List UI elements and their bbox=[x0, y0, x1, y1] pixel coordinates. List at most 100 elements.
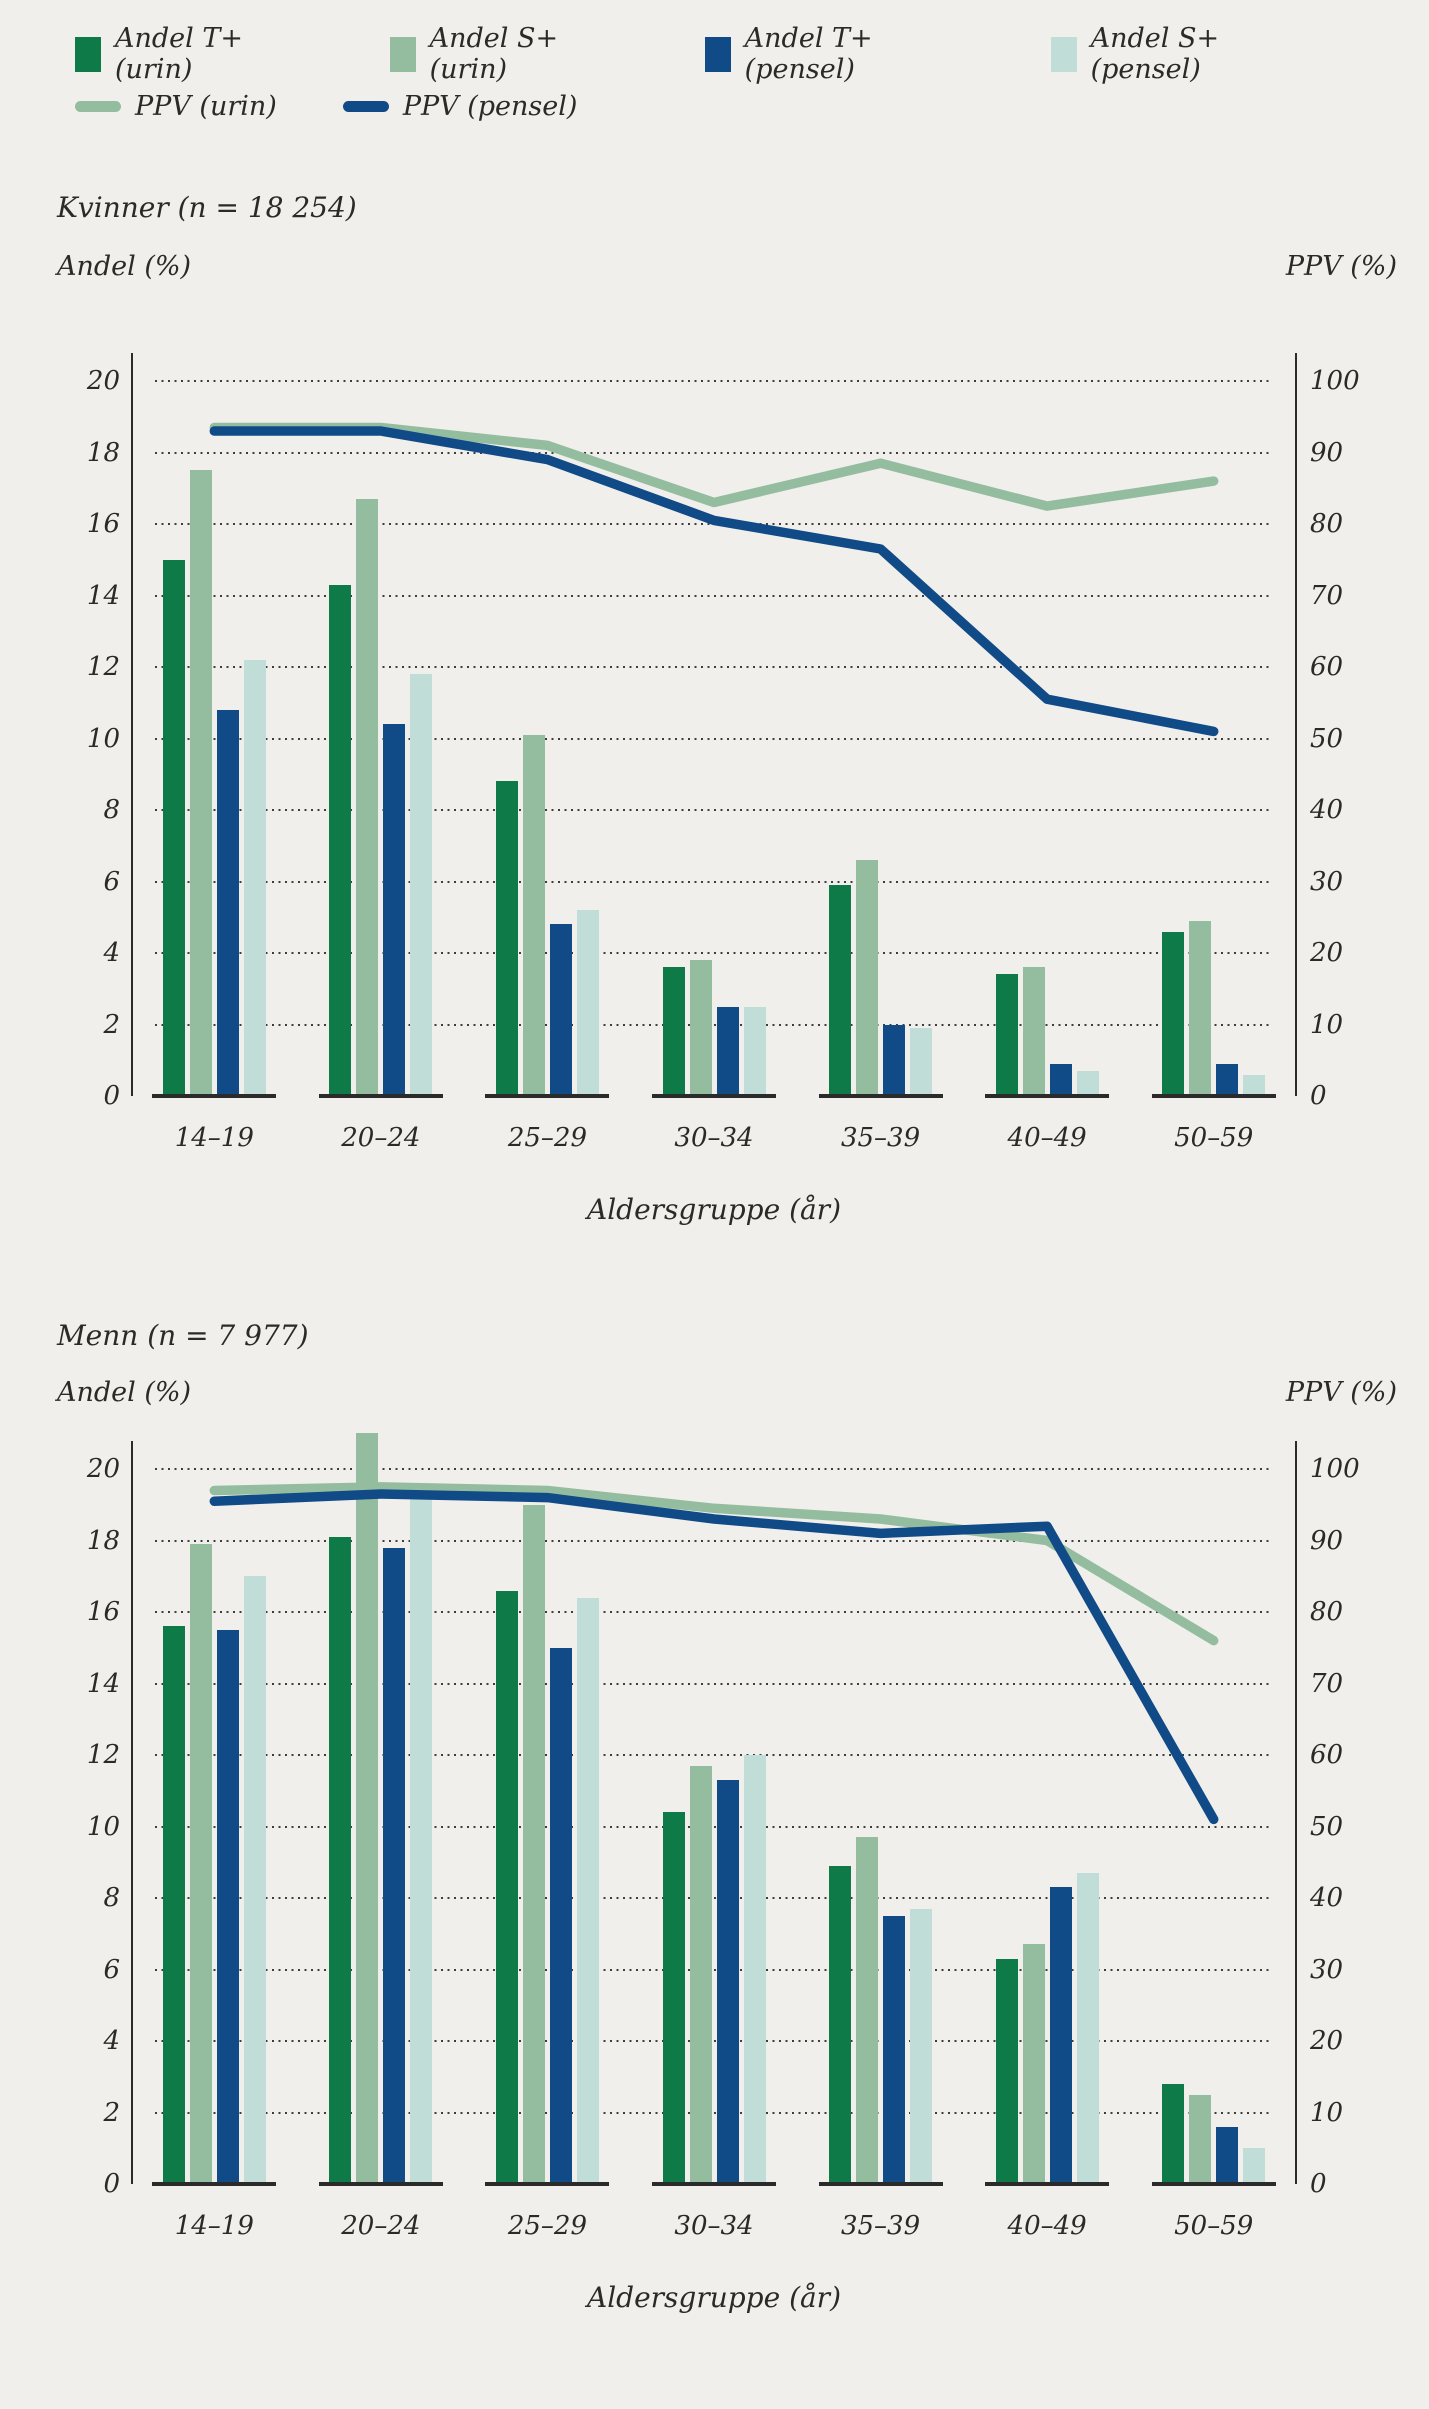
left-tick-label: 12 bbox=[86, 1740, 120, 1770]
baseline-segment bbox=[318, 2182, 443, 2186]
bar bbox=[549, 1647, 572, 2184]
x-axis: 14–19 20–24 25–29 30–34 35–39 40–49 50–59 Alde… bbox=[57, 2184, 1397, 2316]
gridline bbox=[155, 2040, 1269, 2042]
bar-group bbox=[1130, 1441, 1297, 2186]
left-tick-label: 14 bbox=[86, 580, 120, 611]
left-tick-label: 10 bbox=[86, 1811, 120, 1842]
bar bbox=[410, 674, 433, 1096]
bar bbox=[162, 559, 185, 1096]
x-tick-label: 30–34 bbox=[674, 2211, 754, 2241]
bar bbox=[716, 1780, 739, 2184]
bar bbox=[1216, 2126, 1239, 2184]
baseline-segment bbox=[818, 1094, 943, 1098]
zero-tick-label: 0 bbox=[1310, 2169, 1327, 2199]
right-tick-label: 80 bbox=[1310, 1597, 1344, 1627]
x-axis-title: Aldersgruppe (år) bbox=[586, 2281, 841, 2314]
x-tick-label: 50–59 bbox=[1174, 2211, 1254, 2241]
bar bbox=[356, 1433, 379, 2184]
baseline-segment bbox=[985, 1094, 1110, 1098]
bar bbox=[1049, 1063, 1072, 1096]
green-square-icon bbox=[75, 36, 101, 72]
gridline bbox=[155, 737, 1269, 740]
left-axis-line bbox=[131, 353, 133, 1096]
baseline-segment bbox=[818, 2182, 943, 2186]
bar bbox=[1243, 2148, 1266, 2184]
bar bbox=[689, 960, 712, 1096]
bar bbox=[576, 1597, 599, 2184]
gridline bbox=[155, 1468, 1269, 1470]
bar-group bbox=[298, 353, 465, 1098]
legend-item-ppv-pensel: PPV (pensel) bbox=[342, 91, 577, 122]
zero-tick-label: 0 bbox=[103, 1081, 120, 1111]
bar bbox=[495, 781, 518, 1096]
left-tick-label: 20 bbox=[86, 366, 120, 396]
left-tick-label: 16 bbox=[86, 509, 120, 539]
bar bbox=[1162, 931, 1185, 1096]
left-axis-title: Andel (%) bbox=[57, 1377, 192, 1408]
bar-groups bbox=[131, 353, 1297, 1098]
right-tick-label: 100 bbox=[1310, 366, 1360, 396]
plot-area bbox=[131, 353, 1297, 1098]
left-tick-label: 20 bbox=[86, 1454, 120, 1484]
x-tick-label: 25–29 bbox=[507, 2211, 587, 2241]
bar bbox=[883, 1915, 906, 2184]
green-line-icon bbox=[75, 100, 121, 112]
legend: Andel T+ (urin) Andel S+ (urin) Andel T+… bbox=[57, 0, 1397, 122]
left-tick-label: 14 bbox=[86, 1668, 120, 1699]
bar bbox=[743, 1006, 766, 1096]
baseline-segment bbox=[652, 2182, 777, 2186]
x-tick-label: 35–39 bbox=[840, 2211, 921, 2241]
plot-area bbox=[131, 1433, 1297, 2186]
bar bbox=[329, 584, 352, 1096]
left-tick-label: 4 bbox=[103, 2026, 120, 2056]
bar bbox=[1243, 1074, 1266, 1096]
bar bbox=[549, 924, 572, 1096]
bar bbox=[743, 1755, 766, 2184]
bar-group bbox=[964, 1441, 1131, 2186]
bar-group bbox=[964, 353, 1131, 1098]
bar bbox=[662, 1812, 685, 2184]
gridline bbox=[155, 1825, 1269, 1828]
bar bbox=[829, 1865, 852, 2184]
bar bbox=[1076, 1872, 1099, 2184]
bar bbox=[189, 470, 212, 1096]
x-tick-label: 14–19 bbox=[174, 2211, 254, 2241]
right-tick-labels: 100 90 80 70 60 50 40 30 20 10 0 bbox=[1297, 353, 1397, 1109]
bar-group bbox=[797, 353, 964, 1098]
legend-label: Andel T+ (pensel) bbox=[744, 23, 873, 85]
x-tick-label: 35–39 bbox=[840, 1123, 921, 1153]
bar bbox=[243, 659, 266, 1096]
x-tick-label: 14–19 bbox=[174, 1123, 254, 1153]
bar bbox=[216, 1629, 239, 2184]
right-tick-labels: 100 90 80 70 60 50 40 30 20 10 0 bbox=[1297, 1441, 1397, 2197]
gridline bbox=[155, 1968, 1269, 1971]
x-axis: 14–19 20–24 25–29 30–34 35–39 40–49 50–59 Alde… bbox=[57, 1096, 1397, 1228]
right-tick-label: 10 bbox=[1310, 2097, 1344, 2128]
right-tick-label: 90 bbox=[1310, 1525, 1344, 1556]
baseline-segment bbox=[1151, 1094, 1276, 1098]
chart-title: Kvinner (n = 18 254) bbox=[57, 191, 357, 224]
right-tick-label: 90 bbox=[1310, 437, 1344, 468]
legend-label: Andel S+ (urin) bbox=[429, 23, 559, 85]
bar bbox=[689, 1765, 712, 2184]
left-tick-labels: 20 18 16 14 12 10 8 6 4 2 0 bbox=[57, 1441, 131, 2197]
legend-label: Andel T+ (urin) bbox=[115, 23, 243, 85]
left-axis-line bbox=[131, 1441, 133, 2184]
bar bbox=[1216, 1063, 1239, 1096]
bar bbox=[216, 709, 239, 1096]
gridline bbox=[155, 1023, 1269, 1026]
bar bbox=[856, 1837, 879, 2184]
bar bbox=[495, 1590, 518, 2184]
axis-label-row: Andel (%) PPV (%) bbox=[57, 250, 1397, 284]
gridline bbox=[155, 1897, 1269, 1899]
plot-row: 20 18 16 14 12 10 8 6 4 2 0 100 90 80 70 60 50 40 30 20 10 0 bbox=[57, 353, 1397, 1109]
left-tick-label: 2 bbox=[103, 2097, 120, 2128]
baseline-segment bbox=[985, 2182, 1110, 2186]
x-tick-label: 50–59 bbox=[1174, 1123, 1254, 1153]
bar-group bbox=[631, 353, 798, 1098]
bar bbox=[995, 974, 1018, 1096]
legend-item-andel-s-urin: Andel S+ (urin) bbox=[389, 23, 633, 85]
right-tick-label: 10 bbox=[1310, 1009, 1344, 1040]
right-tick-label: 20 bbox=[1310, 2026, 1344, 2056]
bar-group bbox=[298, 1433, 465, 2186]
